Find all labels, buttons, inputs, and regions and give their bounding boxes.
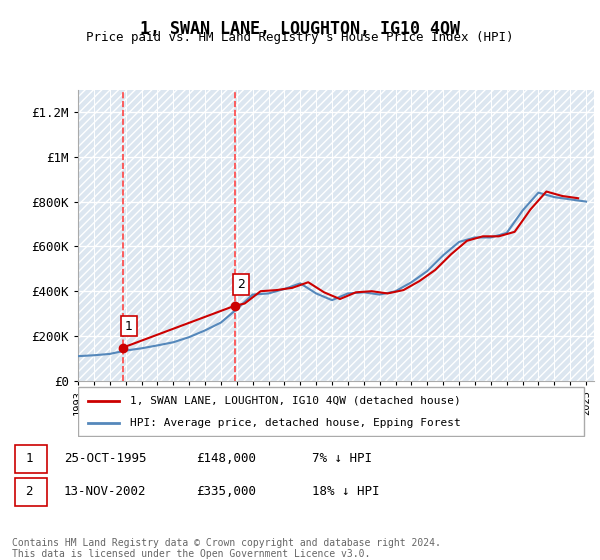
- FancyBboxPatch shape: [78, 388, 584, 436]
- Text: 25-OCT-1995: 25-OCT-1995: [64, 452, 146, 465]
- Text: 1: 1: [26, 452, 33, 465]
- Text: 2: 2: [237, 278, 245, 291]
- FancyBboxPatch shape: [15, 445, 47, 473]
- Text: £335,000: £335,000: [196, 485, 256, 498]
- Text: 1: 1: [125, 320, 133, 333]
- Text: 1, SWAN LANE, LOUGHTON, IG10 4QW: 1, SWAN LANE, LOUGHTON, IG10 4QW: [140, 20, 460, 38]
- Text: 2: 2: [26, 485, 33, 498]
- Text: 18% ↓ HPI: 18% ↓ HPI: [311, 485, 379, 498]
- FancyBboxPatch shape: [15, 478, 47, 506]
- Text: Contains HM Land Registry data © Crown copyright and database right 2024.
This d: Contains HM Land Registry data © Crown c…: [12, 538, 441, 559]
- Text: HPI: Average price, detached house, Epping Forest: HPI: Average price, detached house, Eppi…: [130, 418, 460, 428]
- Text: Price paid vs. HM Land Registry's House Price Index (HPI): Price paid vs. HM Land Registry's House …: [86, 31, 514, 44]
- Text: 1, SWAN LANE, LOUGHTON, IG10 4QW (detached house): 1, SWAN LANE, LOUGHTON, IG10 4QW (detach…: [130, 395, 460, 405]
- Text: 7% ↓ HPI: 7% ↓ HPI: [311, 452, 371, 465]
- Text: 13-NOV-2002: 13-NOV-2002: [64, 485, 146, 498]
- Text: £148,000: £148,000: [196, 452, 256, 465]
